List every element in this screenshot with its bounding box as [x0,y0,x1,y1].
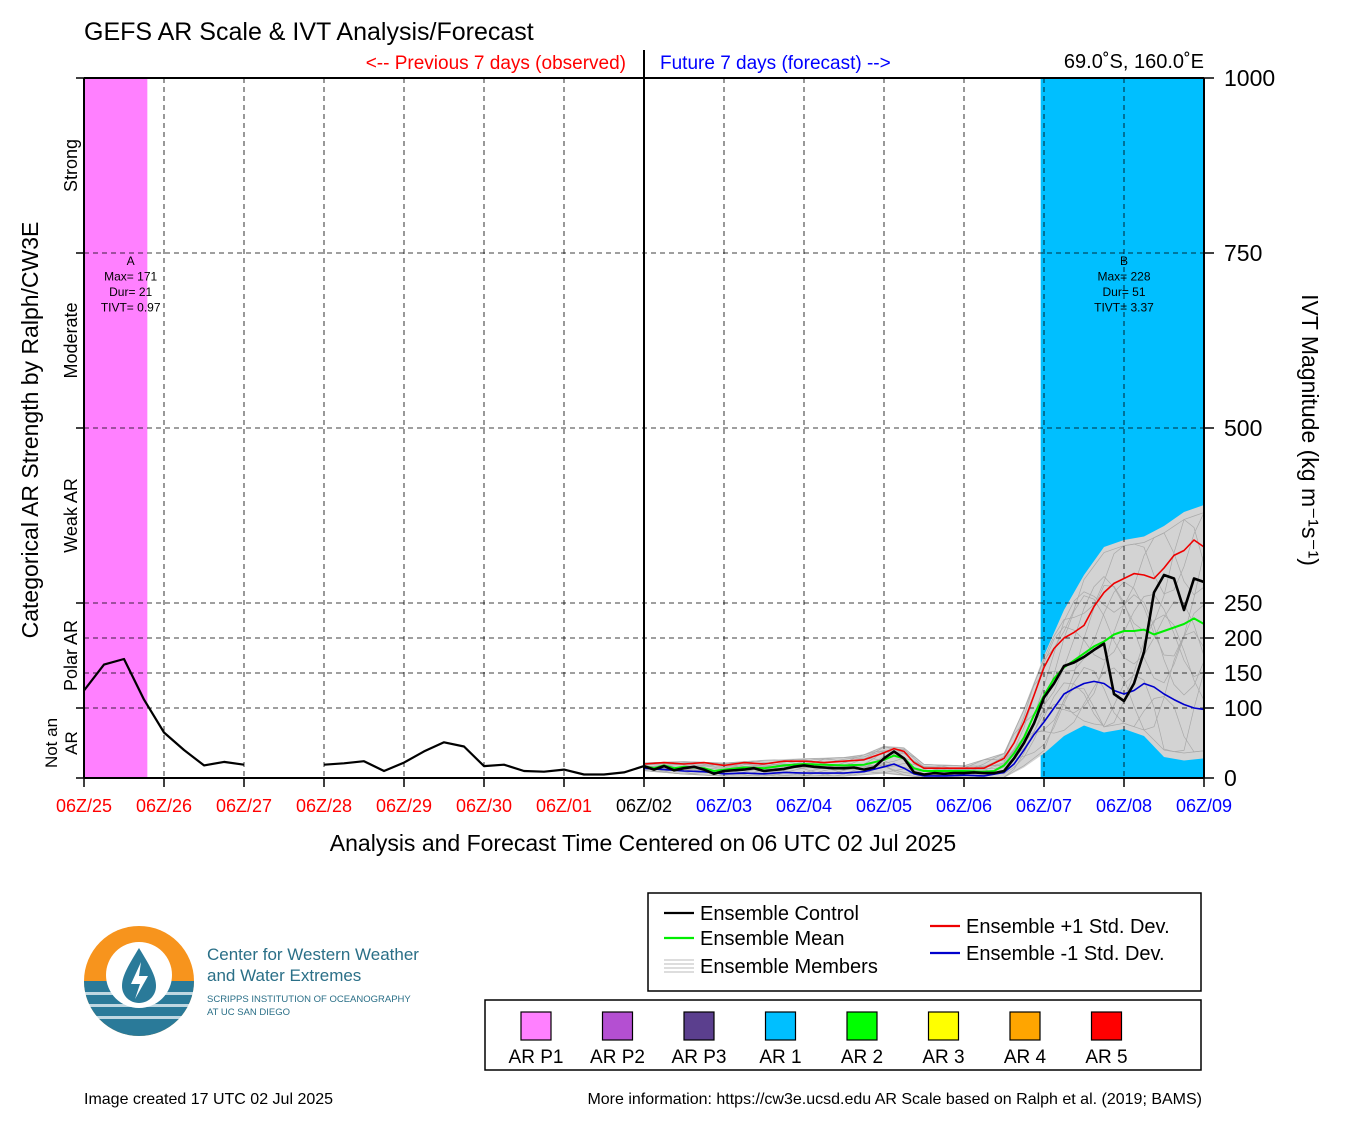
category-label: AR [62,731,81,755]
category-label: Strong [61,139,81,192]
ar-event-label-line: TIVT= 0.97 [101,301,161,315]
series-minus-std [643,680,1205,777]
x-tick-label: 06Z/09 [1176,796,1232,816]
ar-scale-label: AR 3 [922,1047,964,1068]
logo-name-line1: Center for Western Weather [207,945,419,964]
y-tick-label: 0 [1224,765,1237,791]
y-tick-label: 250 [1224,590,1262,616]
legend-frame [647,892,1202,992]
x-tick-label: 06Z/08 [1096,796,1152,816]
x-tick-label: 06Z/29 [376,796,432,816]
y-tick-label: 1000 [1224,65,1275,91]
ar-scale-label: AR 5 [1085,1047,1127,1068]
y-tick-label: 500 [1224,415,1262,441]
axes: 06Z/25 06Z/26 06Z/27 06Z/28 06Z/29 06Z/30 06Z/… [42,65,1275,816]
chart-title: GEFS AR Scale & IVT Analysis/Forecast [84,18,534,46]
ar-event-label-line: Dur= 21 [109,285,152,299]
ar-scale-swatch [1090,1011,1123,1041]
x-tick-label: 06Z/03 [696,796,752,816]
legend-label: Ensemble Mean [700,928,845,950]
previous-days-label: <-- Previous 7 days (observed) [366,53,626,74]
y-tick-label: 750 [1224,240,1262,266]
chart-legend: Ensemble Control Ensemble Mean Ensemble Me… [647,892,1202,992]
location-label: 69.0˚S, 160.0˚E [1064,51,1204,73]
x-tick-label: 06Z/28 [296,796,352,816]
legend-label: Ensemble +1 Std. Dev. [966,916,1170,938]
ar-scale-swatch [927,1011,960,1041]
x-tick-label: 06Z/04 [776,796,832,816]
ar-event-label-line: TIVT= 3.37 [1094,301,1154,315]
ar-event-label-line: B [1120,254,1128,268]
x-tick-label: 06Z/06 [936,796,992,816]
ar-scale-legend: AR P1 AR P2 AR P3 AR 1 AR 2 AR 3 AR 4 AR 5 [484,999,1202,1071]
x-axis-label: Analysis and Forecast Time Centered on 0… [330,830,956,856]
y-tick-label: 150 [1224,660,1262,686]
series-control-obs-1 [83,657,245,767]
y-tick-label: 100 [1224,695,1262,721]
legend-label: Ensemble Control [700,903,859,925]
ar-scale-swatch [846,1011,878,1041]
ar-scale-label: AR 1 [759,1047,801,1068]
x-tick-label: 06Z/27 [216,796,272,816]
ar-event-label-line: Max= 228 [1097,270,1150,284]
ar-scale-swatch [764,1011,797,1041]
legend-label: Ensemble -1 Std. Dev. [966,943,1165,965]
series-control-obs-2 [323,741,645,776]
ar-scale-swatch [1009,1011,1041,1041]
x-tick-label: 06Z/25 [56,796,112,816]
y-axis-label-right: IVT Magnitude (kg m⁻¹s⁻¹) [1297,294,1323,566]
future-days-label: Future 7 days (forecast) --> [660,53,891,74]
series [83,50,1205,778]
ar-scale-label: AR P2 [590,1047,645,1068]
ar-scale-label: AR P1 [509,1047,564,1068]
footer-created: Image created 17 UTC 02 Jul 2025 [84,1091,333,1108]
x-tick-label: 06Z/05 [856,796,912,816]
logo-name-line4: AT UC SAN DIEGO [207,1007,290,1018]
series-control-fc [643,573,1205,776]
ar-scale-swatch [683,1011,715,1041]
ar-event-label-line: A [127,254,135,268]
ar-scale-label: AR P3 [672,1047,727,1068]
lightning-icon [131,962,148,999]
y-axis-label-left: Categorical AR Strength by Ralph/CW3E [17,222,43,639]
legend-label: Ensemble Members [700,956,878,978]
category-label: Not an [42,718,61,768]
ar-scale-label: AR 2 [841,1047,883,1068]
x-tick-label: 06Z/07 [1016,796,1072,816]
category-label: Weak AR [61,478,81,553]
ar-scale-swatch [601,1011,634,1041]
logo-name-line3: SCRIPPS INSTITUTION OF OCEANOGRAPHY [207,994,411,1005]
series-mean [643,617,1205,773]
category-label: Polar AR [61,620,81,691]
x-tick-label: 06Z/30 [456,796,512,816]
category-label: Moderate [61,302,81,378]
x-tick-label: 06Z/01 [536,796,592,816]
x-tick-label: 06Z/02 [616,796,672,816]
ar-scale-label: AR 4 [1004,1047,1047,1068]
cw3e-logo: Center for Western Weather and Water Ext… [80,926,419,1036]
series-plus-std [643,539,1205,770]
x-tick-label: 06Z/26 [136,796,192,816]
logo-name-line2: and Water Extremes [207,966,361,985]
footer-info: More information: https://cw3e.ucsd.edu … [587,1091,1202,1108]
ar-event-label-line: Dur= 51 [1102,285,1145,299]
y-tick-label: 200 [1224,625,1262,651]
ar-scale-swatch [520,1011,552,1041]
ar-event-label-line: Max= 171 [104,270,157,284]
